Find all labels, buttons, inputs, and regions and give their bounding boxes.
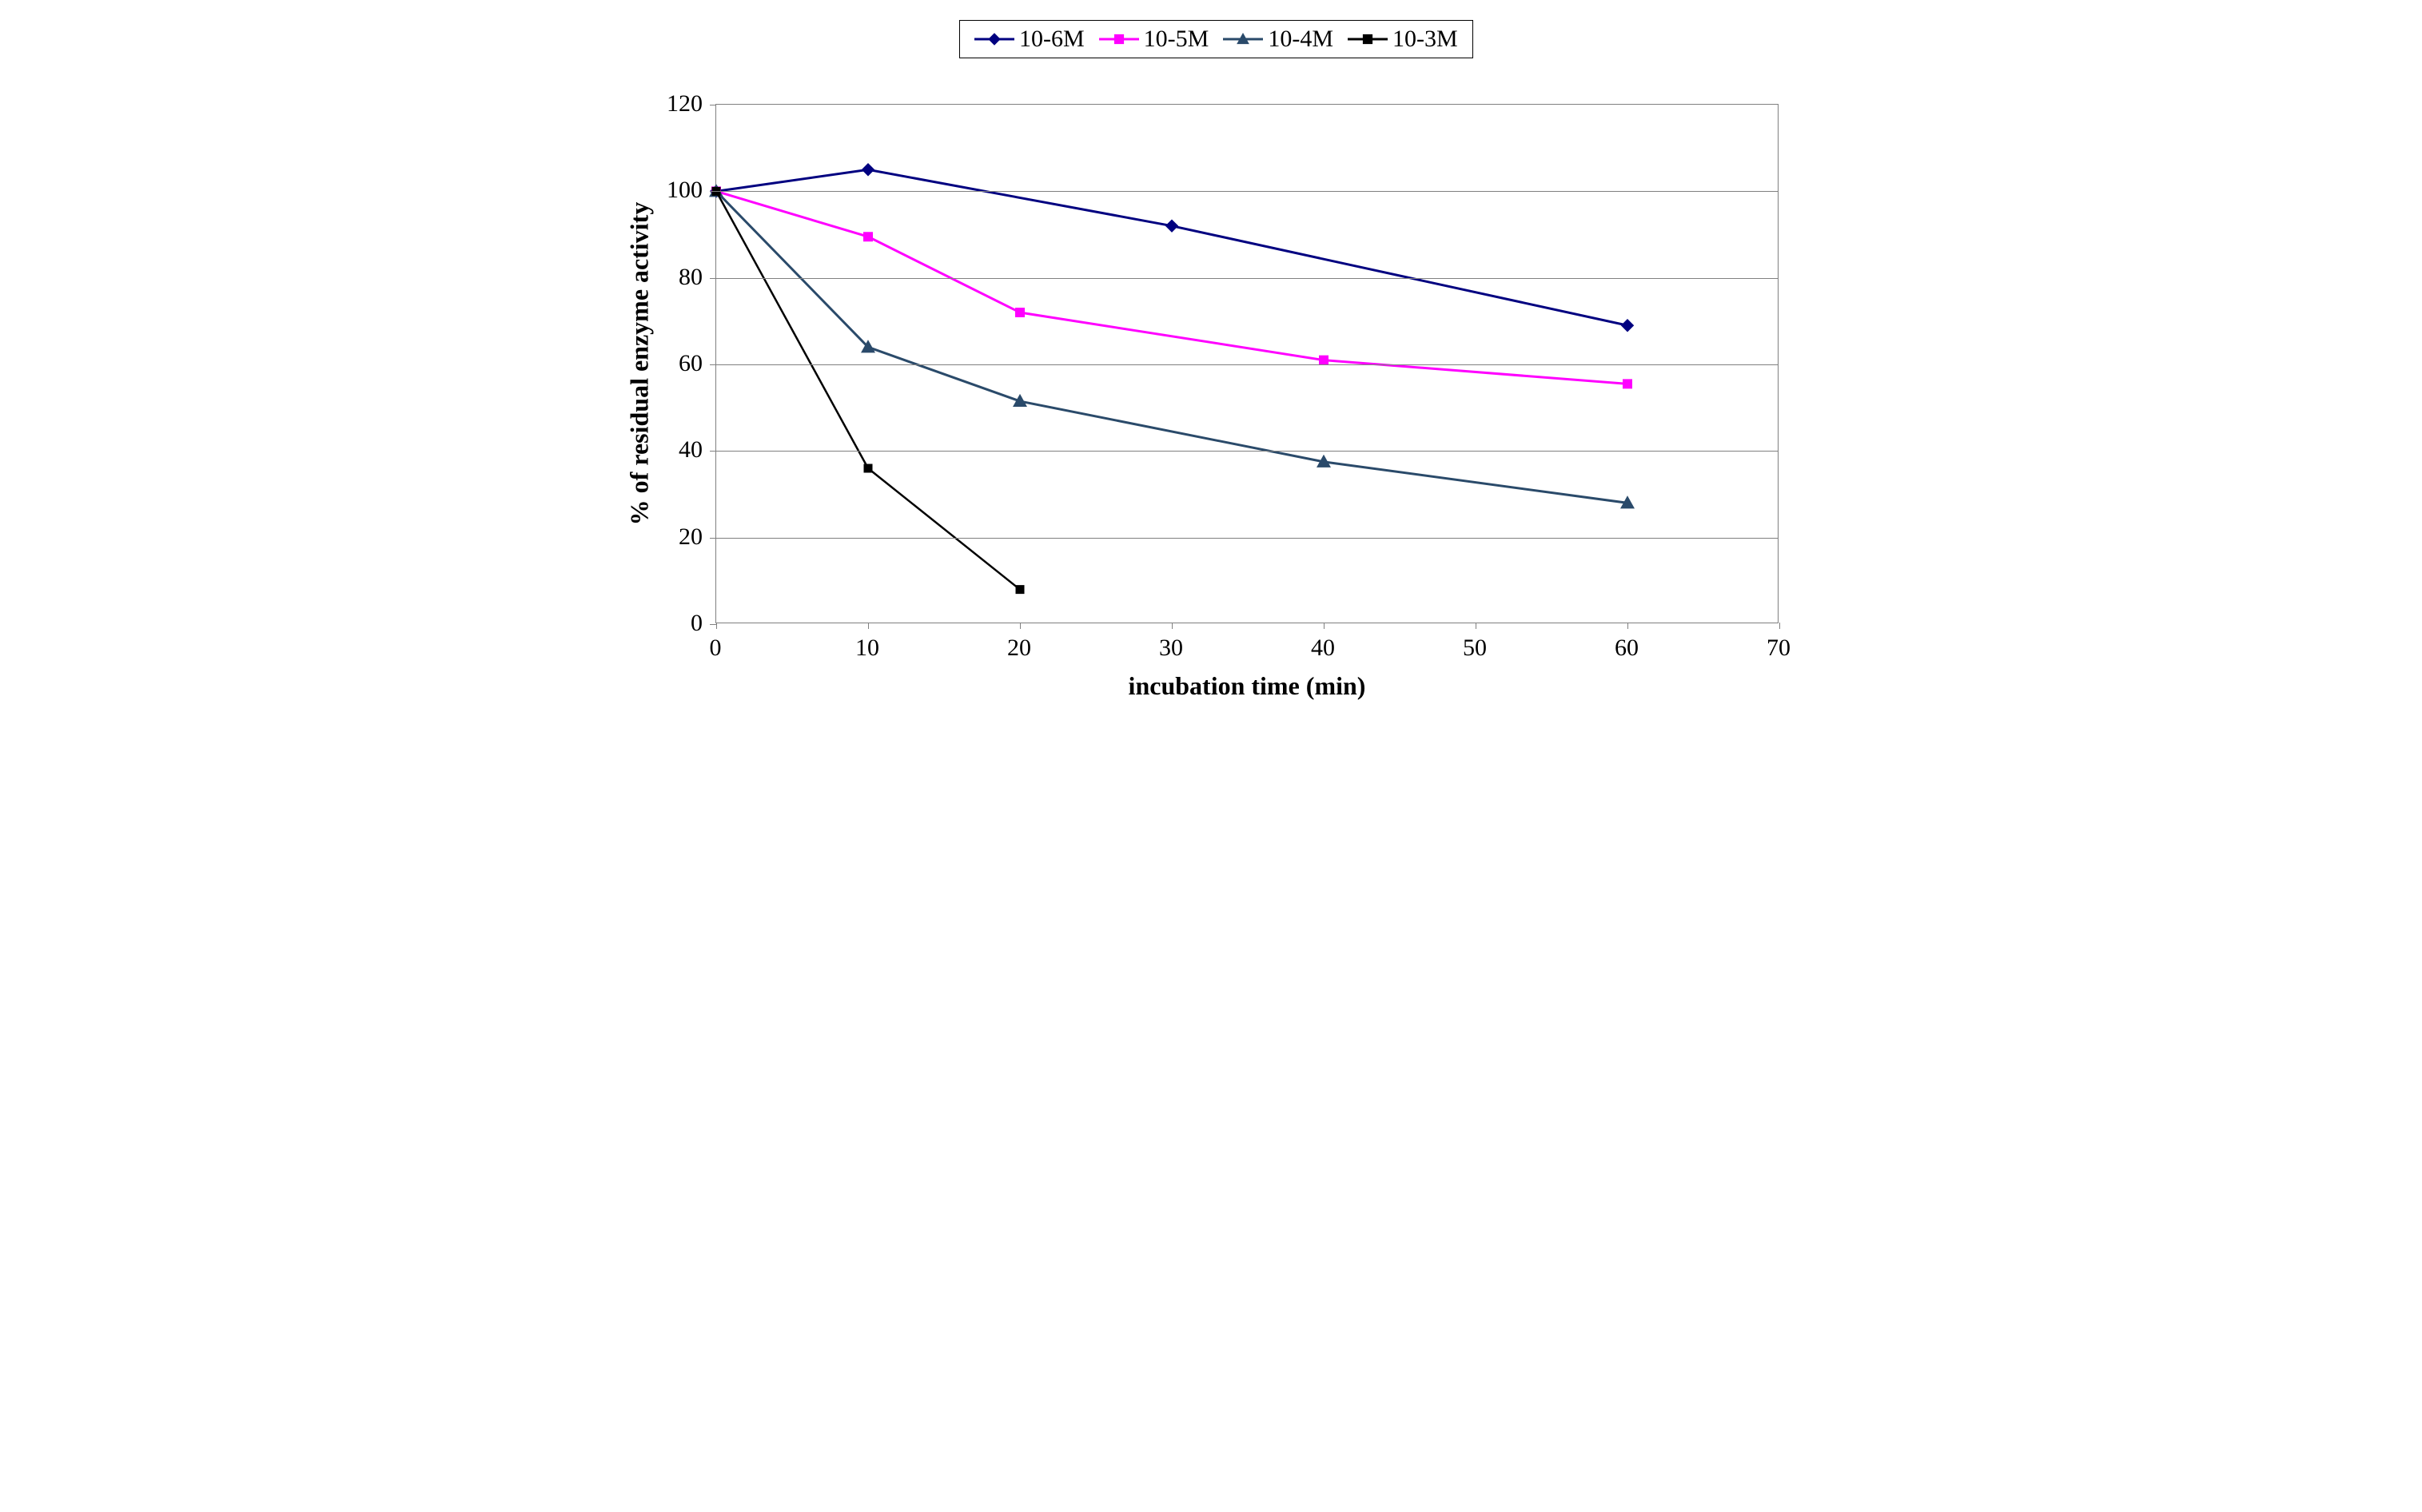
x-tick: [1172, 623, 1173, 629]
series-marker: [1622, 320, 1634, 332]
y-tick-label: 40: [679, 436, 714, 464]
y-tick-label: 80: [679, 264, 714, 291]
y-tick-label: 100: [667, 177, 714, 204]
x-tick: [1020, 623, 1021, 629]
x-tick: [716, 623, 717, 629]
legend-item: 10-3M: [1348, 26, 1458, 53]
legend-swatch: [974, 30, 1014, 49]
x-tick-label: 10: [855, 635, 879, 662]
y-tick-label: 0: [691, 610, 714, 637]
x-tick: [868, 623, 869, 629]
x-tick-label: 30: [1159, 635, 1183, 662]
x-tick: [1627, 623, 1628, 629]
series-marker: [864, 464, 872, 472]
legend-item: 10-5M: [1099, 26, 1209, 53]
legend-item: 10-6M: [974, 26, 1085, 53]
series-line: [716, 191, 1020, 589]
x-tick-label: 40: [1311, 635, 1335, 662]
series-line: [716, 191, 1627, 503]
x-axis-title: incubation time (min): [1129, 671, 1366, 701]
y-tick-label: 20: [679, 523, 714, 551]
chart-container: 10-6M 10-5M 10-4M 10-3M incubation time (mi…: [611, 16, 1811, 751]
x-tick-label: 70: [1767, 635, 1791, 662]
y-tick-label: 60: [679, 350, 714, 377]
series-line: [716, 169, 1627, 325]
legend: 10-6M 10-5M 10-4M 10-3M: [959, 20, 1473, 58]
series-marker: [1166, 220, 1178, 232]
gridline: [716, 364, 1778, 365]
legend-swatch: [1348, 30, 1388, 49]
gridline: [716, 278, 1778, 279]
x-tick: [1779, 623, 1780, 629]
x-tick: [1324, 623, 1325, 629]
legend-label: 10-5M: [1144, 26, 1209, 53]
plot-area: [715, 104, 1779, 623]
series-marker: [1623, 380, 1632, 388]
y-axis-title: % of residual enzyme activity: [625, 202, 655, 526]
x-tick-label: 60: [1615, 635, 1639, 662]
legend-item: 10-4M: [1223, 26, 1333, 53]
x-tick-label: 20: [1007, 635, 1031, 662]
series-marker: [1016, 586, 1024, 594]
legend-label: 10-3M: [1392, 26, 1458, 53]
y-tick-label: 120: [667, 90, 714, 117]
legend-label: 10-6M: [1019, 26, 1085, 53]
x-tick-label: 50: [1463, 635, 1487, 662]
gridline: [716, 538, 1778, 539]
series-marker: [862, 164, 874, 176]
series-marker: [864, 233, 873, 241]
legend-swatch: [1099, 30, 1139, 49]
gridline: [716, 191, 1778, 192]
gridline: [716, 451, 1778, 452]
legend-label: 10-4M: [1268, 26, 1333, 53]
series-marker: [1320, 356, 1329, 364]
series-marker: [1016, 308, 1025, 317]
legend-swatch: [1223, 30, 1263, 49]
x-tick-label: 0: [710, 635, 722, 662]
